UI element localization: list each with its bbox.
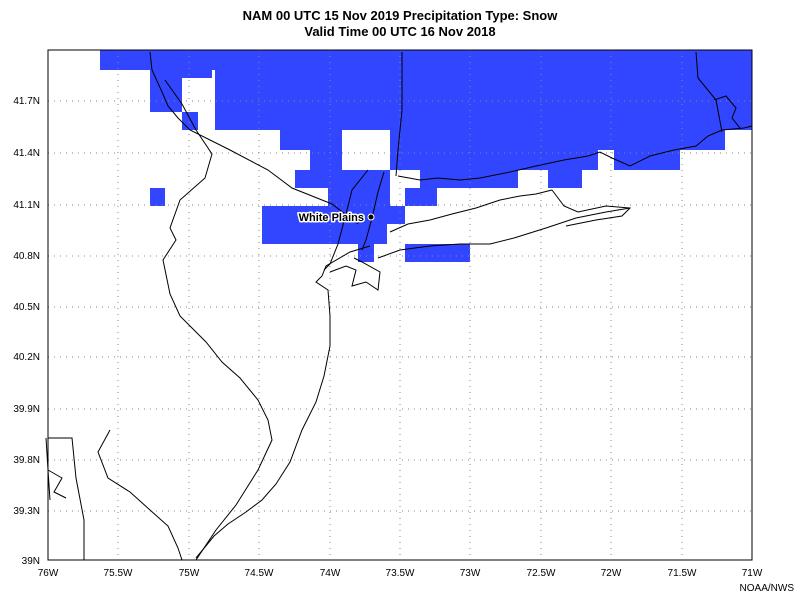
snow-cell — [328, 188, 390, 206]
lon-label: 73.5W — [386, 568, 415, 579]
hudson-river — [323, 169, 369, 271]
axis-labels: 41.7N 41.4N 41.1N 40.8N 40.5N 40.2N 39.9… — [13, 96, 763, 579]
snow-cell — [390, 150, 598, 170]
long-island-north — [389, 189, 553, 233]
snow-cell — [182, 70, 212, 78]
map-frame — [47, 49, 753, 561]
lat-label: 39N — [22, 556, 40, 567]
lon-label: 74.5W — [245, 568, 274, 579]
lon-label: 71.5W — [668, 568, 697, 579]
chesapeake-inlet — [47, 469, 67, 499]
lat-label: 40.8N — [13, 251, 40, 262]
lon-label: 76W — [38, 568, 59, 579]
lon-label: 75.5W — [104, 568, 133, 579]
long-island-east-fork — [551, 189, 632, 227]
lat-label: 41.7N — [13, 96, 40, 107]
lon-label: 73W — [460, 568, 481, 579]
lat-label: 40.2N — [13, 352, 40, 363]
ct-shoreline — [397, 125, 753, 181]
lon-label: 71W — [742, 568, 763, 579]
snow-cell — [215, 70, 752, 130]
snow-cell — [614, 150, 680, 170]
snow-region — [100, 50, 752, 262]
snow-cell — [280, 130, 342, 150]
valid-time-subtitle: Valid Time 00 UTC 16 Nov 2018 — [304, 24, 496, 39]
snow-cell — [405, 188, 437, 206]
map-title: NAM 00 UTC 15 Nov 2019 Precipitation Typ… — [242, 8, 558, 23]
lon-label: 74W — [320, 568, 341, 579]
delaware-border — [48, 437, 85, 560]
credit-label: NOAA/NWS — [739, 583, 794, 594]
lon-label: 72.5W — [527, 568, 556, 579]
lat-label: 41.4N — [13, 148, 40, 159]
snow-cell — [182, 112, 198, 130]
snow-cell — [405, 244, 470, 262]
ny-nj-border — [149, 51, 359, 225]
city-marker-white-plains: White Plains — [297, 211, 375, 226]
lat-label: 39.3N — [13, 506, 40, 517]
lat-label: 41.1N — [13, 200, 40, 211]
snow-cell — [548, 170, 582, 188]
snow-cell — [390, 130, 725, 150]
ri-ma-border — [695, 51, 723, 133]
snow-cell — [310, 150, 342, 170]
long-island-south — [377, 207, 631, 259]
lat-label: 40.5N — [13, 302, 40, 313]
lower-ny-bay — [329, 257, 381, 291]
lat-label: 39.9N — [13, 404, 40, 415]
nj-pa-border — [162, 79, 273, 561]
lon-label: 75W — [179, 568, 200, 579]
delaware-bay — [97, 429, 183, 561]
snow-cell — [262, 224, 387, 244]
lat-label: 39.8N — [13, 455, 40, 466]
city-dot — [367, 213, 375, 221]
city-label: White Plains — [299, 212, 364, 224]
lon-label: 72W — [601, 568, 622, 579]
narragansett-bay — [713, 95, 741, 129]
snow-cell — [295, 170, 390, 188]
nj-coast — [195, 245, 371, 559]
snow-cell — [230, 112, 280, 130]
snow-cell — [150, 188, 165, 206]
coastline-and-borders — [45, 51, 753, 561]
snow-cell — [100, 50, 752, 70]
ct-ny-border — [395, 52, 403, 177]
